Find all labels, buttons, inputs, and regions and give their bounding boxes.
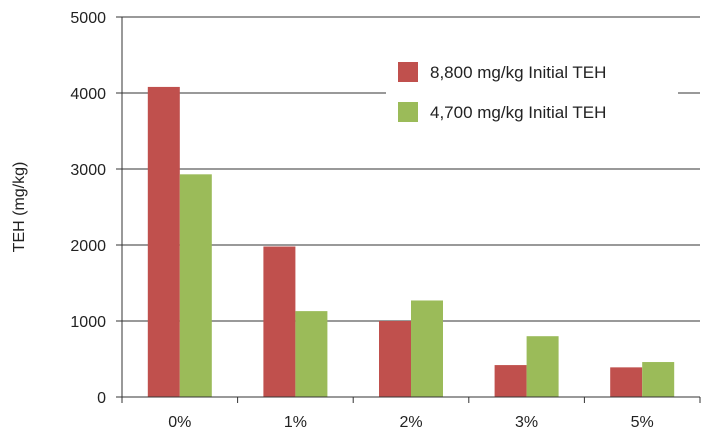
legend-background [386, 50, 678, 134]
y-tick-label: 0 [97, 390, 106, 407]
bars [147, 86, 675, 398]
legend-swatch [398, 102, 418, 122]
legend: 8,800 mg/kg Initial TEH 4,700 mg/kg Initi… [386, 50, 678, 134]
bar [295, 311, 328, 397]
bar [147, 86, 180, 398]
bar [642, 362, 675, 397]
bar [263, 246, 296, 397]
bar [379, 321, 411, 397]
x-tick-label: 0% [168, 414, 191, 431]
bar [411, 300, 443, 397]
bar [610, 367, 643, 397]
bar [526, 336, 559, 397]
legend-label: 4,700 mg/kg Initial TEH [430, 103, 606, 122]
y-tick-label: 2000 [70, 238, 106, 255]
legend-label: 8,800 mg/kg Initial TEH [430, 63, 606, 82]
y-axis-ticks: 0 1000 2000 3000 4000 5000 [70, 10, 122, 407]
x-tick-label: 3% [515, 414, 538, 431]
bar [494, 365, 527, 397]
x-tick-label: 5% [631, 414, 654, 431]
y-tick-label: 1000 [70, 314, 106, 331]
x-tick-label: 2% [399, 414, 422, 431]
y-tick-label: 4000 [70, 86, 106, 103]
y-tick-label: 3000 [70, 162, 106, 179]
bar [179, 174, 212, 397]
x-axis-ticks: 0% 1% 2% 3% 5% [121, 397, 701, 431]
y-tick-label: 5000 [70, 10, 106, 27]
y-axis-title: TEH (mg/kg) [11, 162, 28, 253]
legend-swatch [398, 62, 418, 82]
axes [121, 17, 700, 398]
x-tick-label: 1% [284, 414, 307, 431]
